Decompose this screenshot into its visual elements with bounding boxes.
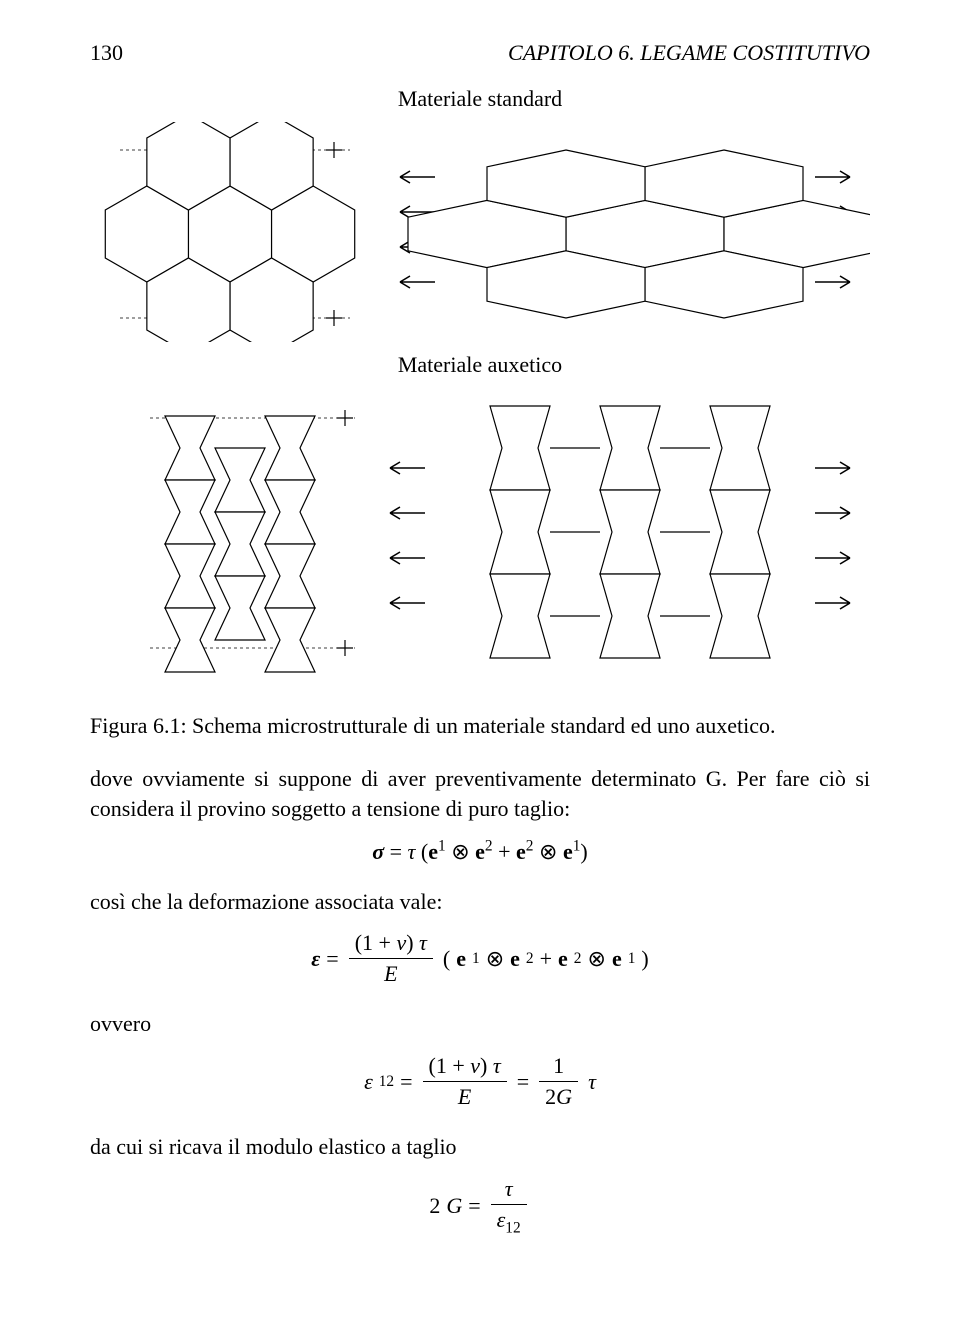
equation-1-content: σ = τ (e1 ⊗ e2 + e2 ⊗ e1)	[372, 839, 587, 864]
paragraph-4: da cui si ricava il modulo elastico a ta…	[90, 1132, 870, 1162]
equation-3-content: ε12 = (1 + ν) τE = 12Gτ	[364, 1069, 596, 1094]
figure-caption-6-1: Figura 6.1: Schema microstrutturale di u…	[90, 713, 870, 739]
page-header: 130 CAPITOLO 6. LEGAME COSTITUTIVO	[90, 40, 870, 66]
equation-4: 2G = τε12	[90, 1176, 870, 1237]
page-number: 130	[90, 40, 123, 66]
chapter-title: CAPITOLO 6. LEGAME COSTITUTIVO	[508, 40, 870, 66]
paragraph-1: dove ovviamente si suppone di aver preve…	[90, 764, 870, 823]
equation-3: ε12 = (1 + ν) τE = 12Gτ	[90, 1053, 870, 1110]
equation-2: ε = (1 + ν) τE (e1 ⊗ e2 + e2 ⊗ e1)	[90, 930, 870, 987]
paragraph-3: ovvero	[90, 1009, 870, 1039]
equation-4-content: 2G = τε12	[429, 1193, 530, 1218]
paragraph-2: così che la deformazione associata vale:	[90, 887, 870, 917]
equation-2-content: ε = (1 + ν) τE (e1 ⊗ e2 + e2 ⊗ e1)	[311, 946, 648, 971]
figure2-diagram	[90, 388, 870, 688]
figure2-caption: Materiale auxetico	[90, 352, 870, 378]
figure1-diagram	[90, 122, 870, 342]
equation-1: σ = τ (e1 ⊗ e2 + e2 ⊗ e1)	[90, 837, 870, 864]
figure1-caption: Materiale standard	[90, 86, 870, 112]
